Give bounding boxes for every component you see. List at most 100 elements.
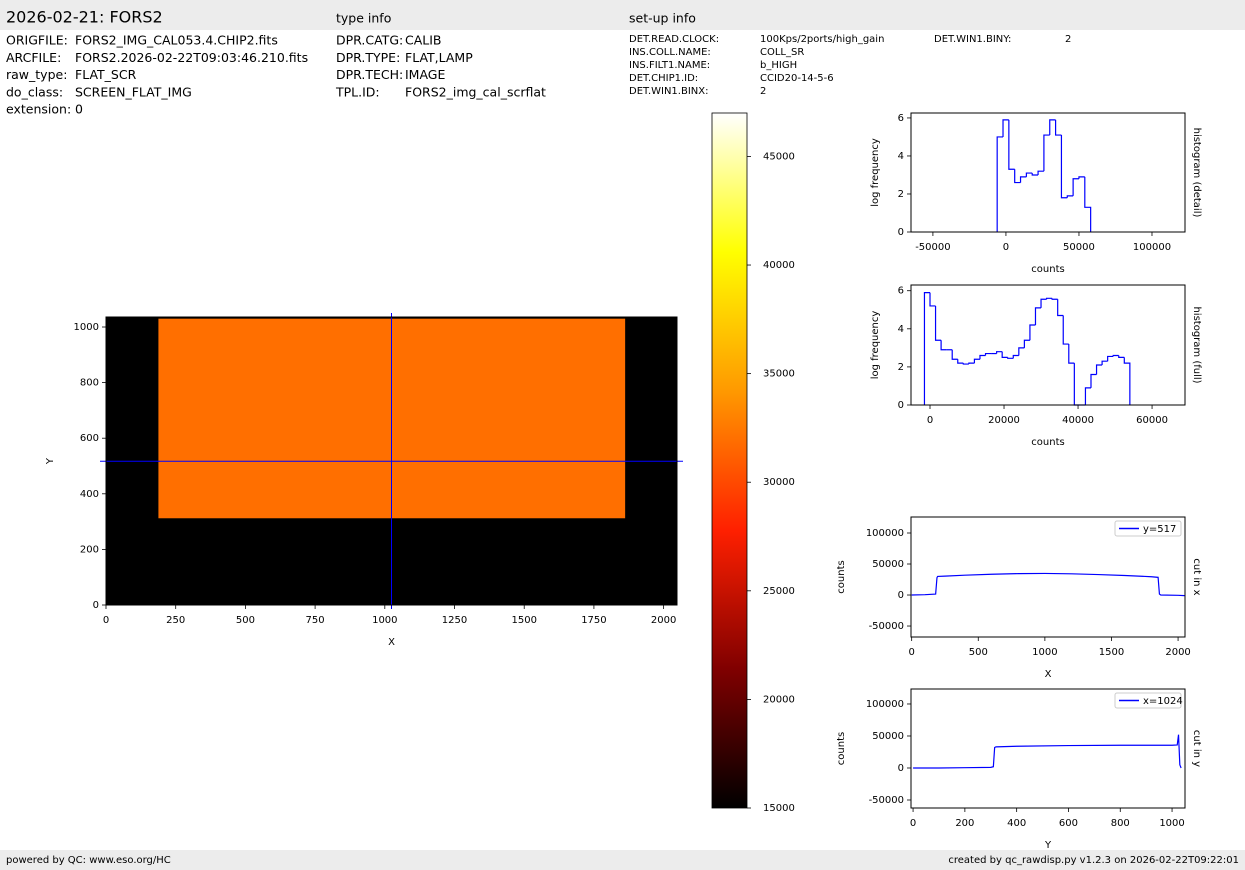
footer-text: created by qc_rawdisp.py v1.2.3 on 2026-… [948, 855, 1239, 866]
histogram-step [1073, 363, 1080, 406]
y-tick-label: 15000 [763, 803, 795, 814]
histogram-step [1051, 298, 1058, 300]
histogram-step [1019, 176, 1027, 183]
histogram-step [1090, 373, 1097, 388]
info-value: 0 [75, 102, 83, 117]
y-tick-label: 0 [898, 763, 904, 774]
x-tick-label: 1500 [1099, 647, 1124, 658]
x-tick-label: 0 [908, 647, 914, 658]
x-tick-label: 1000 [1159, 818, 1184, 829]
y-tick-label: 50000 [872, 559, 904, 570]
plot-frame [105, 316, 678, 606]
x-tick-label: 1000 [372, 615, 397, 626]
y-axis-label: counts [836, 732, 847, 765]
y-tick-label: 1000 [74, 322, 99, 333]
y-axis-label: Y [45, 457, 56, 465]
info-key: ORIGFILE: [6, 33, 68, 48]
histogram-step [929, 292, 936, 307]
y-tick-label: 40000 [763, 260, 795, 271]
info-key: do_class: [6, 84, 63, 99]
x-tick-label: 1500 [511, 615, 536, 626]
footer-bar [0, 850, 1245, 870]
histogram-step [1057, 299, 1064, 317]
x-axis-label: X [388, 637, 395, 648]
histogram-step [1049, 119, 1056, 136]
y-tick-label: 6 [898, 286, 904, 297]
legend-label: x=1024 [1143, 696, 1183, 707]
x-tick-label: 600 [1059, 818, 1078, 829]
x-tick-label: 100000 [1133, 242, 1171, 253]
histogram-step [996, 351, 1003, 354]
histogram-step [1025, 172, 1033, 177]
histogram-step [923, 292, 931, 405]
histogram-step [1037, 170, 1044, 175]
x-tick-label: 0 [103, 615, 109, 626]
x-tick-label: 200 [955, 818, 974, 829]
y-tick-label: 800 [80, 378, 99, 389]
x-tick-label: 0 [927, 415, 933, 426]
histogram-step [1095, 364, 1103, 375]
header-bar [0, 0, 1245, 30]
plot-frame [910, 688, 1186, 809]
histogram-step [1084, 387, 1091, 405]
y-tick-label: 30000 [763, 477, 795, 488]
y-tick-label: 35000 [763, 369, 795, 380]
histogram-step [934, 305, 942, 341]
histogram-step [1023, 339, 1030, 348]
plot-frame [910, 112, 1186, 233]
colorbar-gradient [711, 112, 748, 809]
y-tick-label: -50000 [869, 795, 904, 806]
y-tick-label: 2 [898, 189, 904, 200]
x-tick-label: 2000 [651, 615, 676, 626]
y-tick-label: 4 [898, 324, 904, 335]
histogram-step [1008, 119, 1015, 170]
histogram-step [1014, 169, 1021, 184]
info-key: DET.WIN1.BINY: [934, 34, 1011, 45]
y-tick-label: 0 [898, 400, 904, 411]
legend-box [1114, 692, 1182, 709]
histogram-step [1054, 119, 1062, 136]
plot-frame [910, 284, 1186, 406]
info-value: FORS2_img_cal_scrflat [405, 84, 546, 99]
footer-text: powered by QC: www.eso.org/HC [6, 855, 171, 866]
histogram-step [1012, 354, 1019, 359]
x-axis-label: Y [1044, 840, 1052, 851]
histogram-step [996, 136, 1004, 232]
histogram-step [1060, 135, 1068, 199]
info-value: 100Kps/2ports/high_gain [760, 34, 884, 45]
x-tick-label: 400 [1007, 818, 1026, 829]
y-axis-label: log frequency [870, 311, 881, 380]
x-tick-label: 20000 [988, 415, 1020, 426]
x-axis-label: X [1045, 669, 1052, 680]
side-label: cut in y [1191, 730, 1202, 767]
info-key: DET.READ.CLOCK: [629, 34, 719, 45]
x-tick-label: 40000 [1062, 415, 1094, 426]
x-tick-label: 500 [236, 615, 255, 626]
info-key: ARCFILE: [6, 50, 61, 65]
x-tick-label: 500 [969, 647, 988, 658]
side-label: histogram (detail) [1191, 128, 1202, 218]
histogram-step [1001, 351, 1008, 358]
histogram-step [1002, 119, 1009, 137]
y-tick-label: 25000 [763, 586, 795, 597]
side-label: cut in x [1191, 558, 1202, 595]
y-tick-label: 0 [898, 227, 904, 238]
x-tick-label: 800 [1111, 818, 1130, 829]
histogram-step [1078, 176, 1085, 179]
info-key: INS.FILT1.NAME: [629, 60, 710, 71]
histogram-step [1118, 355, 1125, 358]
histogram-step [951, 349, 958, 360]
info-value: COLL_SR [760, 47, 804, 58]
x-axis-label: counts [1031, 264, 1064, 275]
x-tick-label: 0 [910, 818, 916, 829]
histogram-step [1034, 307, 1042, 325]
page-title: 2026-02-21: FORS2 [6, 8, 163, 27]
x-tick-label: 250 [166, 615, 185, 626]
y-tick-label: 100000 [866, 528, 904, 539]
histogram-step [1031, 173, 1039, 176]
x-axis-label: counts [1031, 437, 1064, 448]
x-tick-label: -50000 [915, 242, 950, 253]
section-title: type info [336, 11, 391, 26]
info-value: FORS2.2026-02-22T09:03:46.210.fits [75, 50, 308, 65]
